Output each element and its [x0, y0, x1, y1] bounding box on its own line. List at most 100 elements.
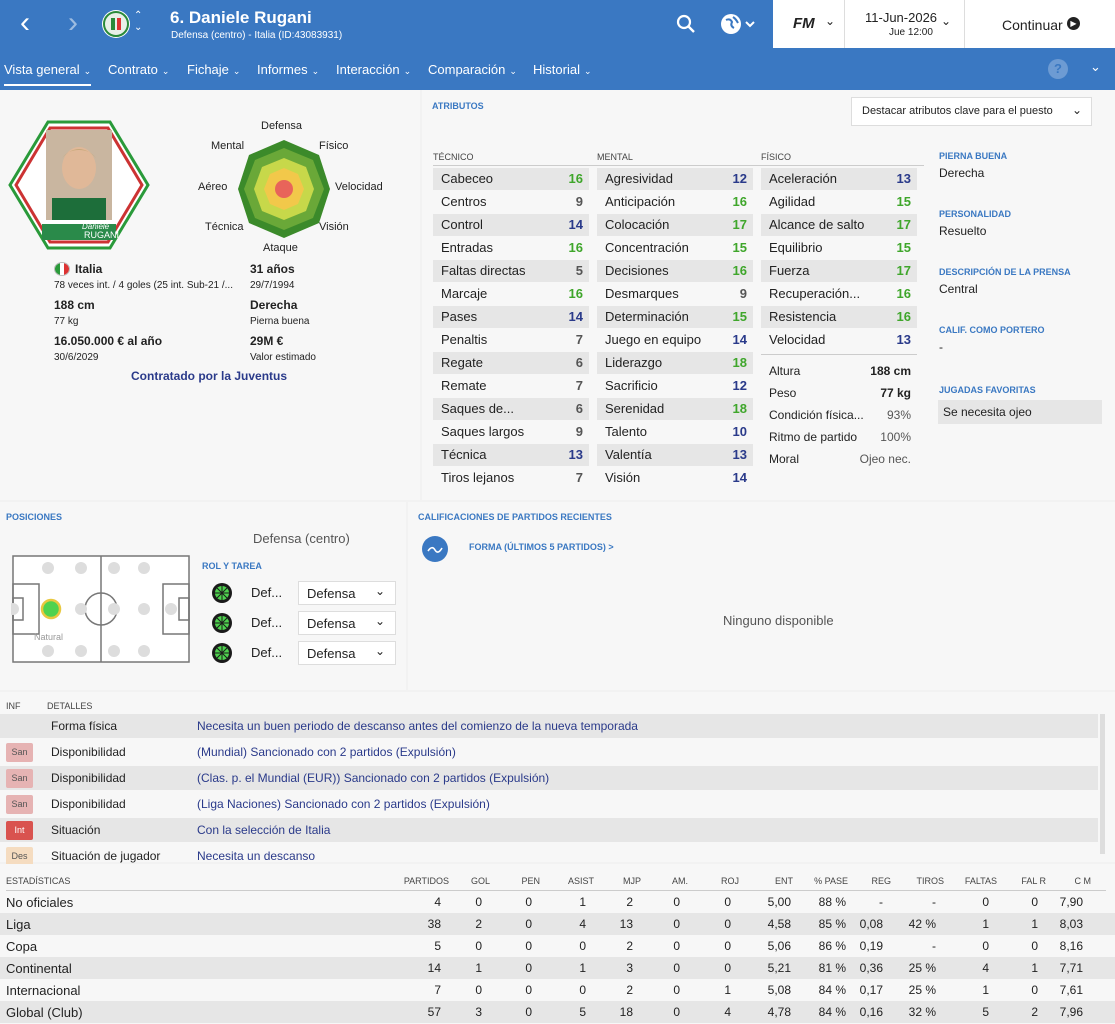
form-chart-icon[interactable] [422, 536, 448, 562]
tab-comparacion[interactable]: Comparación ⌄ [428, 62, 517, 77]
stats-column-header[interactable]: ROJ [721, 876, 739, 886]
attribute-row[interactable]: Talento 10 [597, 421, 753, 443]
contracted-by-link[interactable]: Contratado por la Juventus [131, 369, 288, 383]
fm-menu-button[interactable]: FM ⌄ [773, 0, 845, 48]
attribute-row[interactable]: Concentración 15 [597, 237, 753, 259]
continue-button[interactable]: Continuar ▶ [965, 0, 1115, 48]
attribute-row[interactable]: Cabeceo 16 [433, 168, 589, 190]
stats-column-header[interactable]: GOL [470, 876, 490, 886]
attribute-row[interactable]: Faltas directas 5 [433, 260, 589, 282]
help-icon[interactable]: ? [1048, 59, 1068, 79]
search-icon[interactable] [676, 14, 696, 37]
attribute-row[interactable]: Resistencia 16 [761, 306, 917, 328]
stats-column-header[interactable]: MJP [623, 876, 641, 886]
detail-row[interactable]: Des Situación de jugador Necesita un desca… [0, 844, 1098, 868]
attribute-row[interactable]: Sacrificio 12 [597, 375, 753, 397]
stats-column-header[interactable]: % PASE [814, 876, 848, 886]
detail-row[interactable]: Int Situación Con la selección de Italia [0, 818, 1098, 842]
attribute-row[interactable]: Visión 14 [597, 467, 753, 489]
attribute-row[interactable]: Colocación 17 [597, 214, 753, 236]
attribute-row[interactable]: Alcance de salto 17 [761, 214, 917, 236]
attribute-row[interactable]: Saques largos 9 [433, 421, 589, 443]
stats-column-header[interactable]: ENT [775, 876, 793, 886]
stats-cell: 0 [1031, 983, 1038, 997]
attribute-row[interactable]: Aceleración 13 [761, 168, 917, 190]
detail-row[interactable]: Forma física Necesita un buen periodo de … [0, 714, 1098, 738]
duty-select[interactable]: Defensa ⌄ [298, 611, 396, 635]
date-button[interactable]: 11-Jun-2026 Jue 12:00 ⌄ [845, 0, 965, 48]
preferred-foot: Derecha [250, 298, 298, 312]
stats-row[interactable]: Copa 5 0 0 0 2 0 0 5,06 86 % 0,19 - 0 0 8,16 [0, 935, 1115, 957]
stats-cell: 0 [525, 917, 532, 931]
attribute-row[interactable]: Valentía 13 [597, 444, 753, 466]
attribute-row[interactable]: Agilidad 15 [761, 191, 917, 213]
attribute-row[interactable]: Pases 14 [433, 306, 589, 328]
attribute-row[interactable]: Desmarques 9 [597, 283, 753, 305]
team-badge-icon[interactable] [102, 10, 130, 38]
stats-row[interactable]: Liga 38 2 0 4 13 0 0 4,58 85 % 0,08 42 % 1 1 8,03 [0, 913, 1115, 935]
attribute-row[interactable]: Entradas 16 [433, 237, 589, 259]
stats-column-header[interactable]: PEN [521, 876, 540, 886]
attribute-row[interactable]: Regate 6 [433, 352, 589, 374]
stats-column-header[interactable]: ASIST [567, 876, 594, 886]
stats-column-header[interactable]: TIROS [916, 876, 944, 886]
stats-competition: Continental [6, 961, 72, 976]
duty-select[interactable]: Defensa ⌄ [298, 581, 396, 605]
stats-cell: 7,90 [1059, 895, 1083, 909]
attribute-row[interactable]: Anticipación 16 [597, 191, 753, 213]
attribute-row[interactable]: Remate 7 [433, 375, 589, 397]
tab-fichaje[interactable]: Fichaje ⌄ [187, 62, 241, 77]
stats-row[interactable]: Internacional 7 0 0 0 2 0 1 5,08 84 % 0,17 25 % 1 0 7,… [0, 979, 1115, 1001]
attribute-row[interactable]: Marcaje 16 [433, 283, 589, 305]
globe-icon[interactable] [720, 13, 756, 38]
attribute-row[interactable]: Fuerza 17 [761, 260, 917, 282]
attribute-value: 13 [896, 332, 911, 347]
role-name[interactable]: Def... [251, 585, 283, 600]
role-name[interactable]: Def... [251, 645, 283, 660]
stats-row[interactable]: No oficiales 4 0 0 1 2 0 0 5,00 88 % - - 0 0 7,90 [0, 891, 1115, 913]
stats-row[interactable]: Global (Club) 57 3 0 5 18 0 4 4,78 84 % 0,16 32 % 5 2… [0, 1001, 1115, 1023]
attribute-row[interactable]: Equilibrio 15 [761, 237, 917, 259]
stats-row[interactable]: Continental 14 1 0 1 3 0 0 5,21 81 % 0,36 25 % 4 1 7,7… [0, 957, 1115, 979]
stats-column-header[interactable]: C M [1074, 876, 1092, 886]
highlight-attributes-select[interactable]: Destacar atributos clave para el puesto … [851, 97, 1092, 126]
team-switch-icon[interactable]: ⌃ ⌄ [134, 10, 143, 33]
attribute-row[interactable]: Saques de... 6 [433, 398, 589, 420]
stats-column-header[interactable]: FALTAS [964, 876, 997, 886]
attribute-row[interactable]: Centros 9 [433, 191, 589, 213]
detail-row[interactable]: San Disponibilidad (Mundial) Sancionado co… [0, 740, 1098, 764]
tab-interaccion[interactable]: Interacción ⌄ [336, 62, 412, 77]
detail-row[interactable]: San Disponibilidad (Clas. p. el Mundial (E… [0, 766, 1098, 790]
tab-contrato[interactable]: Contrato ⌄ [108, 62, 170, 77]
role-name[interactable]: Def... [251, 615, 283, 630]
stats-column-header[interactable]: REG [871, 876, 891, 886]
stats-column-header[interactable]: AM. [671, 876, 688, 886]
attribute-value: 14 [568, 217, 583, 232]
attribute-row[interactable]: Técnica 13 [433, 444, 589, 466]
chevron-down-icon[interactable]: ⌄ [1090, 59, 1101, 74]
details-scrollbar[interactable] [1100, 714, 1105, 854]
form-link[interactable]: FORMA (ÚLTIMOS 5 PARTIDOS) > [469, 542, 614, 552]
stats-cell: 84 % [818, 1005, 846, 1019]
attribute-row[interactable]: Control 14 [433, 214, 589, 236]
attribute-row[interactable]: Juego en equipo 14 [597, 329, 753, 351]
attribute-row[interactable]: Serenidad 18 [597, 398, 753, 420]
forward-arrow-icon[interactable]: › [68, 6, 78, 39]
attribute-row[interactable]: Determinación 15 [597, 306, 753, 328]
attribute-row[interactable]: Liderazgo 18 [597, 352, 753, 374]
detail-row[interactable]: San Disponibilidad (Liga Naciones) Sancion… [0, 792, 1098, 816]
tab-informes[interactable]: Informes ⌄ [257, 62, 320, 77]
attribute-row[interactable]: Decisiones 16 [597, 260, 753, 282]
nationality[interactable]: Italia [75, 262, 103, 276]
tab-vista-general[interactable]: Vista general ⌄ [4, 62, 92, 86]
stats-column-header[interactable]: PARTIDOS [403, 876, 449, 886]
attribute-row[interactable]: Agresividad 12 [597, 168, 753, 190]
attribute-row[interactable]: Tiros lejanos 7 [433, 467, 589, 489]
duty-select[interactable]: Defensa ⌄ [298, 641, 396, 665]
attribute-row[interactable]: Recuperación... 16 [761, 283, 917, 305]
stats-column-header[interactable]: FAL R [1021, 876, 1046, 886]
back-arrow-icon[interactable]: ‹ [20, 6, 30, 39]
attribute-row[interactable]: Velocidad 13 [761, 329, 917, 351]
tab-historial[interactable]: Historial ⌄ [533, 62, 592, 77]
attribute-row[interactable]: Penaltis 7 [433, 329, 589, 351]
